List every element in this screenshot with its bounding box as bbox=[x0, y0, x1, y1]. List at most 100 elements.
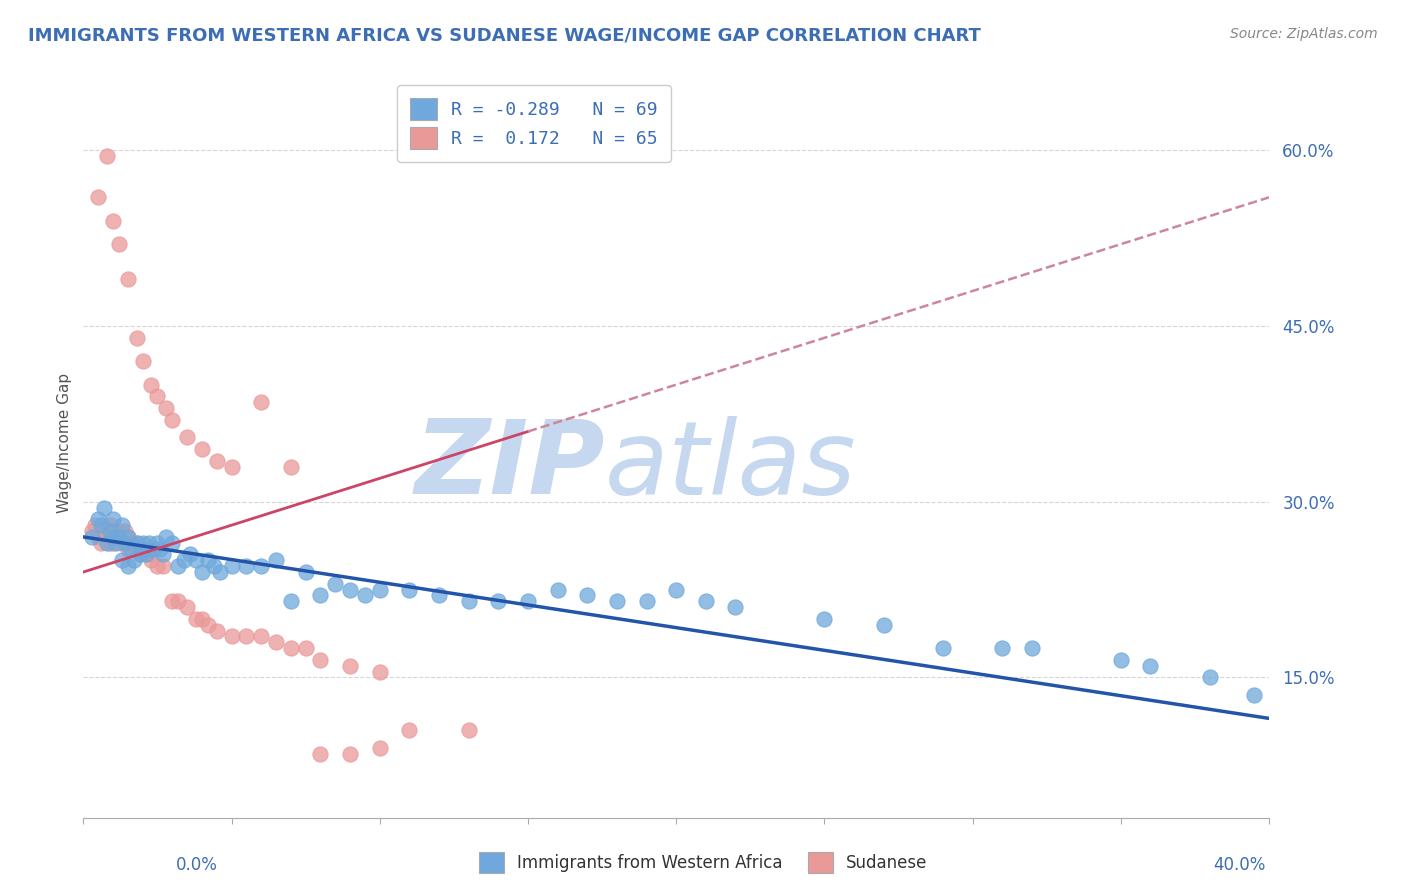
Point bbox=[606, 594, 628, 608]
Point bbox=[104, 530, 127, 544]
Text: ZIP: ZIP bbox=[415, 415, 605, 516]
Point bbox=[205, 624, 228, 638]
Legend: R = -0.289   N = 69, R =  0.172   N = 65: R = -0.289 N = 69, R = 0.172 N = 65 bbox=[396, 85, 671, 161]
Point bbox=[104, 535, 127, 549]
Point bbox=[813, 612, 835, 626]
Point bbox=[98, 518, 121, 533]
Point bbox=[96, 149, 118, 163]
Point bbox=[197, 617, 219, 632]
Point bbox=[93, 500, 115, 515]
Point bbox=[264, 553, 287, 567]
Point bbox=[122, 541, 145, 556]
Point bbox=[111, 553, 134, 567]
Point bbox=[309, 747, 332, 761]
Point bbox=[221, 459, 243, 474]
Point bbox=[111, 535, 134, 549]
Point bbox=[108, 524, 131, 538]
Point bbox=[82, 524, 104, 538]
Point bbox=[167, 594, 190, 608]
Point bbox=[128, 548, 150, 562]
Point bbox=[235, 629, 257, 643]
Point bbox=[517, 594, 540, 608]
Point bbox=[138, 535, 160, 549]
Point bbox=[117, 530, 139, 544]
Text: Source: ZipAtlas.com: Source: ZipAtlas.com bbox=[1230, 27, 1378, 41]
Point bbox=[128, 548, 150, 562]
Point bbox=[131, 354, 153, 368]
Point bbox=[932, 641, 955, 656]
Text: 0.0%: 0.0% bbox=[176, 856, 218, 874]
Point bbox=[184, 612, 207, 626]
Point bbox=[135, 548, 157, 562]
Point bbox=[117, 530, 139, 544]
Point bbox=[339, 747, 361, 761]
Point bbox=[280, 594, 302, 608]
Point bbox=[1109, 653, 1132, 667]
Point bbox=[131, 541, 153, 556]
Point bbox=[120, 535, 142, 549]
Point bbox=[339, 582, 361, 597]
Point bbox=[117, 272, 139, 286]
Point bbox=[197, 553, 219, 567]
Point bbox=[138, 548, 160, 562]
Point bbox=[87, 530, 110, 544]
Point bbox=[486, 594, 509, 608]
Point bbox=[176, 600, 198, 615]
Point bbox=[101, 535, 124, 549]
Point bbox=[87, 512, 110, 526]
Point bbox=[125, 535, 148, 549]
Point bbox=[117, 559, 139, 574]
Point bbox=[250, 559, 273, 574]
Point bbox=[547, 582, 569, 597]
Point bbox=[665, 582, 688, 597]
Point bbox=[160, 535, 183, 549]
Point bbox=[111, 518, 134, 533]
Point bbox=[179, 548, 201, 562]
Point bbox=[191, 565, 214, 579]
Point bbox=[457, 594, 479, 608]
Point bbox=[155, 401, 177, 416]
Point bbox=[173, 553, 195, 567]
Point bbox=[354, 589, 377, 603]
Point bbox=[1198, 670, 1220, 684]
Point bbox=[131, 535, 153, 549]
Point bbox=[294, 641, 316, 656]
Point bbox=[368, 665, 391, 679]
Point bbox=[90, 518, 112, 533]
Point bbox=[84, 518, 107, 533]
Point bbox=[152, 559, 174, 574]
Point bbox=[339, 658, 361, 673]
Point bbox=[398, 582, 420, 597]
Point bbox=[250, 629, 273, 643]
Point bbox=[1243, 688, 1265, 702]
Point bbox=[146, 559, 169, 574]
Point bbox=[108, 530, 131, 544]
Point bbox=[117, 541, 139, 556]
Point bbox=[141, 377, 163, 392]
Point bbox=[1139, 658, 1161, 673]
Point bbox=[167, 559, 190, 574]
Point bbox=[221, 559, 243, 574]
Point bbox=[202, 559, 225, 574]
Point bbox=[152, 548, 174, 562]
Point bbox=[398, 723, 420, 738]
Point bbox=[122, 553, 145, 567]
Y-axis label: Wage/Income Gap: Wage/Income Gap bbox=[58, 373, 72, 513]
Point bbox=[427, 589, 450, 603]
Point bbox=[160, 413, 183, 427]
Point bbox=[280, 641, 302, 656]
Point bbox=[576, 589, 599, 603]
Point bbox=[125, 535, 148, 549]
Point bbox=[82, 530, 104, 544]
Point bbox=[264, 635, 287, 649]
Point bbox=[191, 442, 214, 456]
Point bbox=[125, 331, 148, 345]
Point bbox=[280, 459, 302, 474]
Point bbox=[221, 629, 243, 643]
Point bbox=[184, 553, 207, 567]
Point bbox=[101, 530, 124, 544]
Point bbox=[141, 541, 163, 556]
Point bbox=[101, 524, 124, 538]
Point bbox=[309, 653, 332, 667]
Point bbox=[108, 530, 131, 544]
